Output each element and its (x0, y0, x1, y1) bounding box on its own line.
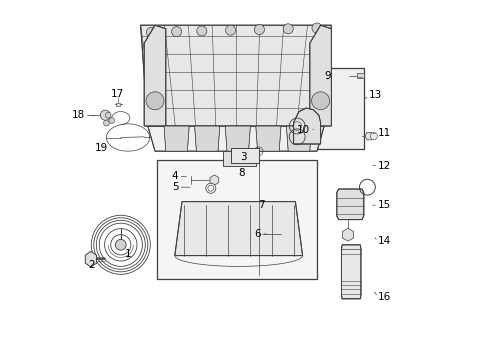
Circle shape (109, 118, 115, 123)
Circle shape (312, 92, 330, 110)
Text: 9: 9 (324, 71, 331, 81)
Polygon shape (357, 73, 364, 78)
Text: 1: 1 (124, 249, 131, 259)
Polygon shape (175, 202, 303, 256)
Circle shape (283, 24, 293, 34)
Polygon shape (210, 175, 219, 185)
Polygon shape (365, 132, 373, 140)
Polygon shape (343, 228, 354, 241)
Polygon shape (144, 25, 166, 126)
Circle shape (172, 27, 182, 37)
Circle shape (312, 23, 322, 33)
Text: 5: 5 (172, 182, 178, 192)
Bar (286, 68, 364, 149)
Polygon shape (342, 245, 361, 299)
Polygon shape (310, 25, 331, 126)
Text: 13: 13 (369, 90, 383, 100)
Text: 19: 19 (95, 143, 108, 153)
Circle shape (105, 112, 111, 118)
Bar (223, 151, 256, 166)
Text: 11: 11 (378, 128, 392, 138)
Circle shape (225, 25, 236, 35)
Bar (231, 148, 259, 163)
Text: 12: 12 (378, 161, 392, 171)
Text: 6: 6 (255, 229, 261, 239)
Text: 10: 10 (296, 125, 310, 135)
Polygon shape (286, 126, 312, 151)
Polygon shape (256, 126, 281, 151)
Polygon shape (148, 126, 324, 151)
Text: 15: 15 (378, 200, 392, 210)
Text: 16: 16 (378, 292, 392, 302)
Polygon shape (337, 189, 364, 220)
Text: 7: 7 (258, 200, 265, 210)
Circle shape (208, 185, 214, 191)
Polygon shape (294, 108, 320, 144)
Circle shape (100, 110, 110, 120)
Circle shape (116, 239, 126, 250)
Text: 17: 17 (111, 89, 124, 99)
Polygon shape (195, 126, 220, 151)
Text: 18: 18 (72, 110, 85, 120)
Circle shape (103, 120, 109, 126)
Circle shape (146, 92, 164, 110)
Polygon shape (141, 25, 331, 126)
Polygon shape (116, 103, 121, 106)
Bar (157, 160, 317, 279)
Bar (223, 151, 256, 166)
Text: 8: 8 (238, 168, 245, 178)
Polygon shape (85, 251, 97, 267)
Circle shape (147, 27, 156, 37)
Bar (231, 148, 259, 163)
Text: 14: 14 (378, 236, 392, 246)
Circle shape (370, 132, 377, 140)
Circle shape (206, 183, 216, 193)
Text: 4: 4 (172, 171, 178, 181)
Circle shape (197, 26, 207, 36)
Text: 3: 3 (240, 152, 246, 162)
Polygon shape (164, 126, 189, 151)
Text: 2: 2 (89, 260, 96, 270)
Circle shape (254, 24, 265, 35)
Polygon shape (225, 126, 250, 151)
